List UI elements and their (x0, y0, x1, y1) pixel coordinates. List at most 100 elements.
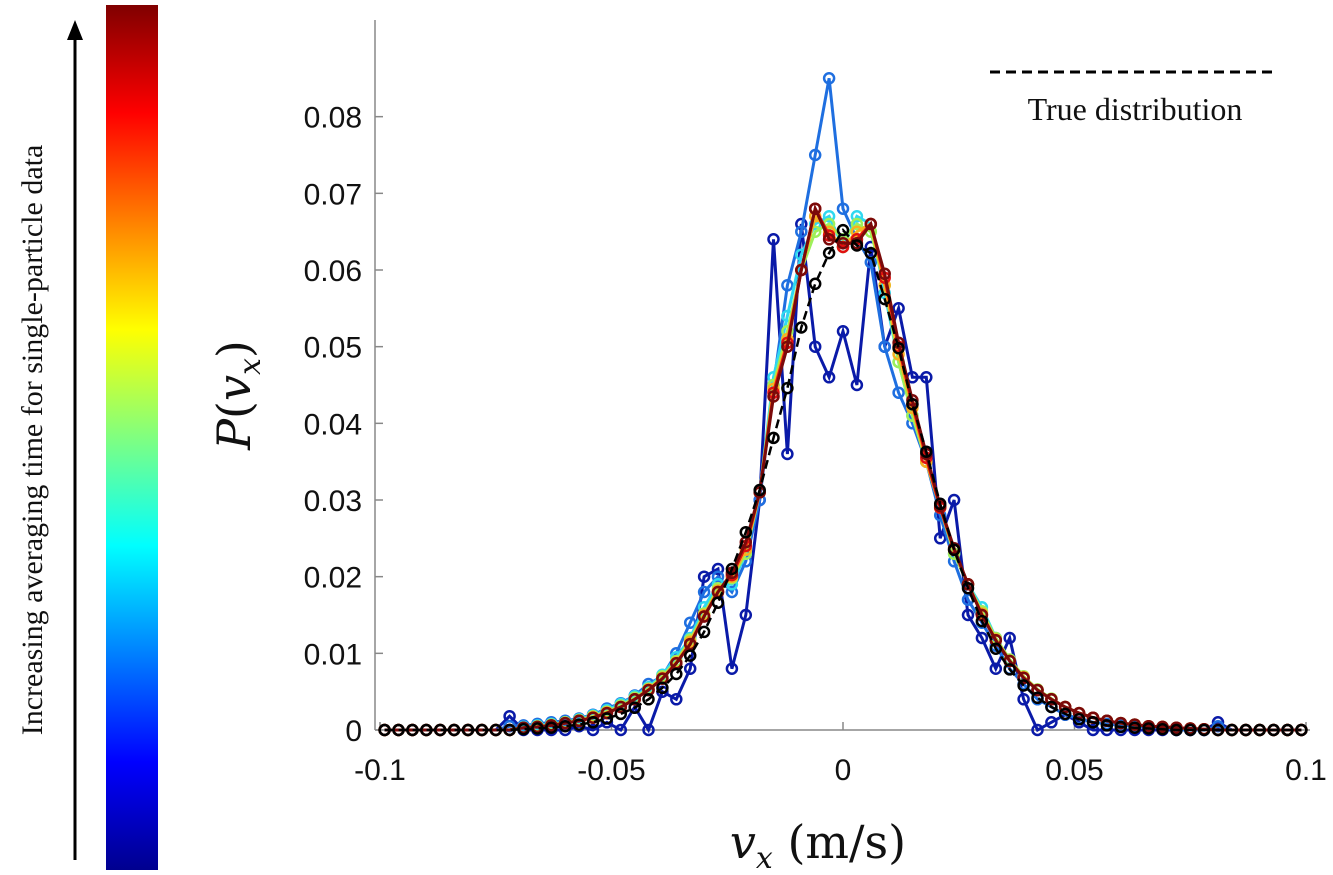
data-point (1017, 693, 1030, 706)
series-0 (378, 217, 1308, 737)
x-tick-label: 0.05 (1045, 754, 1103, 787)
data-point (711, 570, 725, 583)
data-point (781, 447, 794, 461)
data-point (656, 681, 669, 695)
data-point (1156, 722, 1169, 736)
data-point (1239, 723, 1253, 737)
data-point (1170, 723, 1183, 737)
data-point (767, 431, 780, 445)
series-line (384, 204, 1302, 732)
data-point (878, 267, 891, 281)
data-point (725, 585, 739, 599)
data-point (822, 233, 836, 246)
data-point (711, 596, 725, 609)
data-point (670, 693, 683, 706)
data-point (697, 585, 711, 599)
data-point (795, 263, 808, 277)
data-point (864, 217, 878, 231)
data-point (1211, 723, 1225, 737)
data-point (461, 723, 475, 737)
data-point (878, 292, 891, 306)
data-point (753, 483, 766, 497)
data-point (503, 723, 516, 737)
y-tick-label: 0.04 (304, 408, 362, 441)
data-point (1072, 713, 1086, 726)
data-point (572, 718, 586, 731)
data-point (1045, 716, 1058, 729)
series-6 (378, 202, 1308, 737)
data-point (392, 723, 405, 737)
data-point (906, 397, 919, 411)
data-point (808, 148, 822, 162)
data-point (642, 693, 655, 706)
data-point (1100, 719, 1114, 732)
data-point (420, 723, 433, 737)
data-point (808, 277, 822, 291)
data-point (1197, 723, 1211, 737)
x-tick-label: -0.1 (354, 754, 406, 787)
series-2 (378, 210, 1308, 737)
data-point (864, 246, 878, 260)
data-point (795, 225, 808, 238)
data-point (739, 525, 753, 539)
data-point (628, 693, 641, 706)
data-point (781, 340, 794, 353)
data-point (822, 72, 836, 85)
y-tick-label: 0.01 (304, 638, 362, 671)
series-line (384, 214, 1302, 732)
data-point (933, 497, 947, 511)
data-point (836, 325, 850, 338)
data-point (892, 341, 905, 355)
y-tick-label: 0.03 (304, 485, 362, 518)
data-point (975, 631, 989, 645)
data-point (683, 637, 697, 651)
data-point (822, 371, 836, 384)
data-point (683, 649, 697, 662)
data-point (642, 723, 655, 737)
data-point (767, 390, 780, 403)
y-tick-labels: 0 0.01 0.02 0.03 0.04 0.05 0.06 0.07 0.08 (304, 102, 383, 748)
data-point (795, 321, 808, 334)
data-point (614, 723, 628, 737)
data-point (586, 716, 600, 729)
data-point (892, 336, 905, 350)
data-point (808, 340, 822, 353)
data-point (1281, 723, 1294, 737)
y-tick-label: 0.08 (304, 102, 362, 135)
data-point (906, 394, 919, 407)
y-tick-label: 0.02 (304, 562, 362, 595)
data-point (920, 445, 933, 458)
data-point (767, 233, 780, 246)
series-5 (378, 202, 1308, 737)
y-axis-title-text: P(vx) (207, 340, 268, 451)
data-point (1031, 683, 1044, 697)
data-point (947, 493, 961, 507)
data-point (1003, 663, 1016, 676)
data-point (781, 279, 794, 292)
data-point (489, 723, 503, 737)
data-point (1058, 700, 1072, 714)
y-tick-label: 0.06 (304, 255, 362, 288)
x-tick-label: -0.05 (577, 754, 645, 787)
data-point (1086, 723, 1100, 737)
data-point (683, 662, 697, 675)
data-point (836, 202, 850, 215)
y-tick-label: 0 (345, 715, 362, 748)
data-point (1128, 721, 1141, 734)
series-layer (378, 72, 1308, 737)
data-point (1031, 691, 1044, 705)
x-tick-label: 0.1 (1285, 754, 1327, 787)
data-point (1045, 693, 1058, 706)
data-point (1184, 723, 1197, 737)
legend-label: True distribution (1028, 91, 1243, 127)
data-point (558, 719, 572, 733)
data-point (878, 340, 891, 353)
data-point (697, 625, 711, 639)
y-axis-title: P(vx) (207, 340, 268, 451)
data-point (781, 381, 794, 395)
data-point (406, 723, 419, 737)
data-point (683, 616, 697, 629)
x-tick-label: 0 (835, 754, 852, 787)
data-point (614, 707, 628, 721)
